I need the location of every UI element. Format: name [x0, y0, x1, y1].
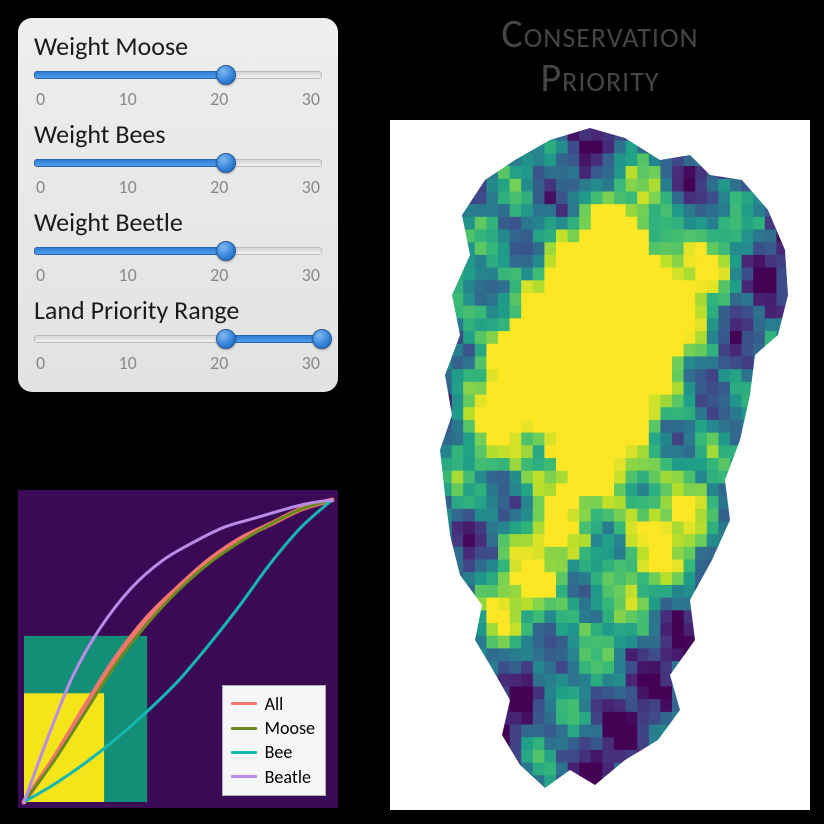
- legend-row-all: All: [231, 692, 315, 716]
- slider-track[interactable]: [34, 64, 322, 86]
- slider-track[interactable]: [34, 240, 322, 262]
- legend-label: Bee: [265, 740, 293, 764]
- slider-fill: [34, 247, 226, 255]
- slider-tick: 20: [210, 264, 228, 286]
- legend-row-beatle: Beatle: [231, 765, 315, 789]
- legend-label: Moose: [265, 716, 315, 740]
- legend-label: All: [265, 692, 284, 716]
- slider-label: Weight Beetle: [34, 206, 322, 238]
- slider-thumb[interactable]: [216, 153, 236, 173]
- legend-swatch: [231, 751, 257, 754]
- slider-tick: 10: [119, 88, 137, 110]
- slider-land-priority-range: Land Priority Range 0 10 20 30: [34, 294, 322, 374]
- slider-tick: 0: [36, 176, 45, 198]
- slider-label: Weight Bees: [34, 118, 322, 150]
- legend-label: Beatle: [265, 765, 311, 789]
- slider-tick: 10: [119, 352, 137, 374]
- slider-tick: 30: [302, 264, 320, 286]
- slider-ticks: 0 10 20 30: [34, 264, 322, 286]
- legend-swatch: [231, 775, 257, 778]
- slider-weight-bees: Weight Bees 0 10 20 30: [34, 118, 322, 198]
- chart-legend: AllMooseBeeBeatle: [222, 685, 326, 796]
- slider-ticks: 0 10 20 30: [34, 88, 322, 110]
- slider-tick: 30: [302, 352, 320, 374]
- slider-label: Land Priority Range: [34, 294, 322, 326]
- legend-row-bee: Bee: [231, 740, 315, 764]
- page-title: Conservation Priority: [390, 12, 810, 100]
- legend-row-moose: Moose: [231, 716, 315, 740]
- accumulation-chart: AllMooseBeeBeatle: [18, 490, 338, 808]
- slider-panel: Weight Moose0102030Weight Bees0102030Wei…: [18, 18, 338, 392]
- slider-tick: 20: [210, 176, 228, 198]
- slider-thumb[interactable]: [216, 65, 236, 85]
- slider-ticks: 0 10 20 30: [34, 352, 322, 374]
- heatmap-cells: [440, 128, 789, 789]
- title-line1: Conservation: [501, 9, 698, 58]
- slider-ticks: 0 10 20 30: [34, 176, 322, 198]
- slider-thumb-high[interactable]: [312, 329, 332, 349]
- title-line2: Priority: [540, 53, 659, 102]
- slider-fill: [34, 159, 226, 167]
- slider-tick: 0: [36, 352, 45, 374]
- slider-label: Weight Moose: [34, 30, 322, 62]
- slider-track[interactable]: [34, 328, 322, 350]
- slider-track[interactable]: [34, 152, 322, 174]
- slider-tick: 30: [302, 88, 320, 110]
- slider-tick: 10: [119, 176, 137, 198]
- slider-thumb[interactable]: [216, 241, 236, 261]
- slider-tick: 0: [36, 88, 45, 110]
- slider-tick: 10: [119, 264, 137, 286]
- slider-weight-beetle: Weight Beetle 0 10 20 30: [34, 206, 322, 286]
- slider-fill: [226, 335, 322, 343]
- slider-tick: 20: [210, 88, 228, 110]
- slider-tick: 30: [302, 176, 320, 198]
- slider-thumb-low[interactable]: [216, 329, 236, 349]
- conservation-map: [390, 120, 810, 810]
- legend-swatch: [231, 727, 257, 730]
- legend-swatch: [231, 702, 257, 705]
- slider-weight-moose: Weight Moose 0 10 20 30: [34, 30, 322, 110]
- slider-tick: 20: [210, 352, 228, 374]
- slider-fill: [34, 71, 226, 79]
- slider-tick: 0: [36, 264, 45, 286]
